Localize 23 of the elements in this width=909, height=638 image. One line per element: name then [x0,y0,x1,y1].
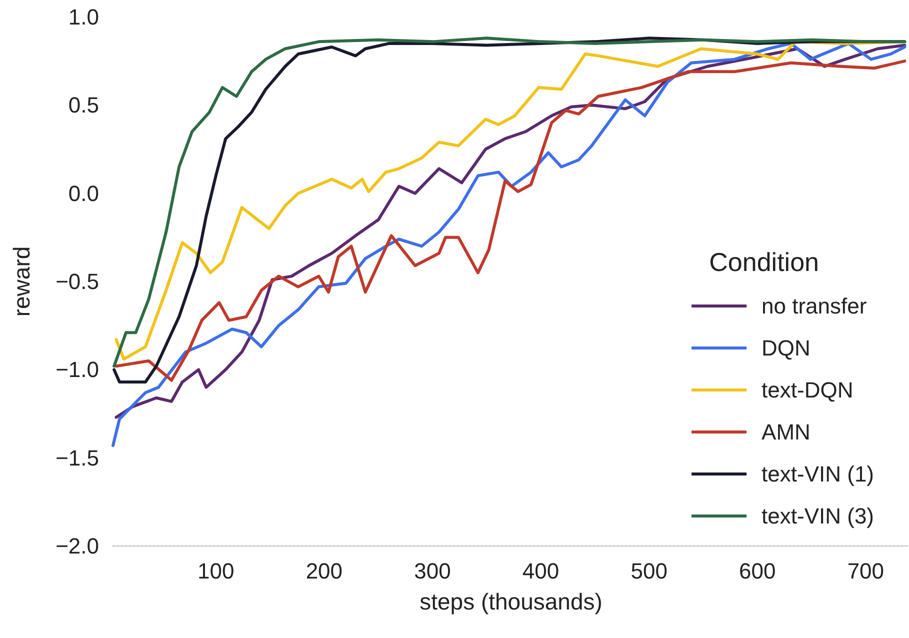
y-tick-label: −1.0 [56,357,99,382]
y-tick-label: 1.0 [68,4,99,30]
x-tick-label: 400 [522,558,560,584]
legend-label: DQN [762,336,810,360]
legend-label: text-VIN (1) [762,462,874,486]
x-tick-label: 700 [847,558,884,584]
y-tick-label: −0.5 [56,269,99,294]
x-tick-label: 100 [198,558,234,584]
legend-label: text-DQN [762,378,854,402]
y-tick-label: 0.0 [68,180,99,206]
legend-label: no transfer [762,294,867,318]
legend-label: text-VIN (3) [762,504,874,528]
y-axis-title: reward [8,246,34,317]
x-axis-title: steps (thousands) [420,588,602,614]
y-tick-label: −2.0 [56,534,99,558]
x-tick-label: 300 [414,558,451,584]
x-tick-label: 500 [630,558,668,584]
y-tick-label: −1.5 [56,445,99,470]
x-tick-label: 600 [739,558,776,584]
legend-title: Condition [709,247,820,277]
legend-label: AMN [762,420,810,444]
x-tick-label: 200 [306,558,343,584]
y-tick-label: 0.5 [68,92,99,118]
